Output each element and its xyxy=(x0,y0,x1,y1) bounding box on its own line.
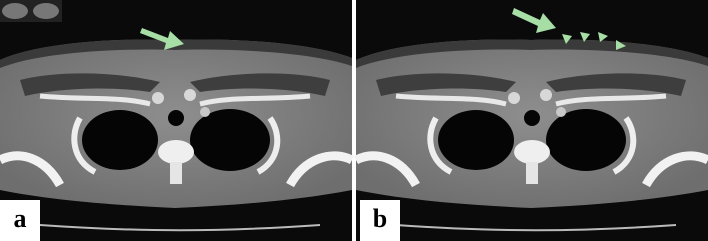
panel-label: b xyxy=(373,204,387,233)
arrowhead xyxy=(580,32,590,42)
label-box xyxy=(0,200,40,241)
arrowhead xyxy=(562,34,572,44)
arrow xyxy=(140,28,184,50)
thumbnail xyxy=(2,3,28,19)
label-box xyxy=(360,200,400,241)
thumbnail xyxy=(33,3,59,19)
ct-slice-b xyxy=(356,0,708,241)
arrowhead xyxy=(598,32,608,42)
arrowhead xyxy=(616,40,626,50)
panel-label: a xyxy=(14,204,27,233)
ct-slice-a xyxy=(0,0,352,241)
arrow xyxy=(512,8,556,33)
